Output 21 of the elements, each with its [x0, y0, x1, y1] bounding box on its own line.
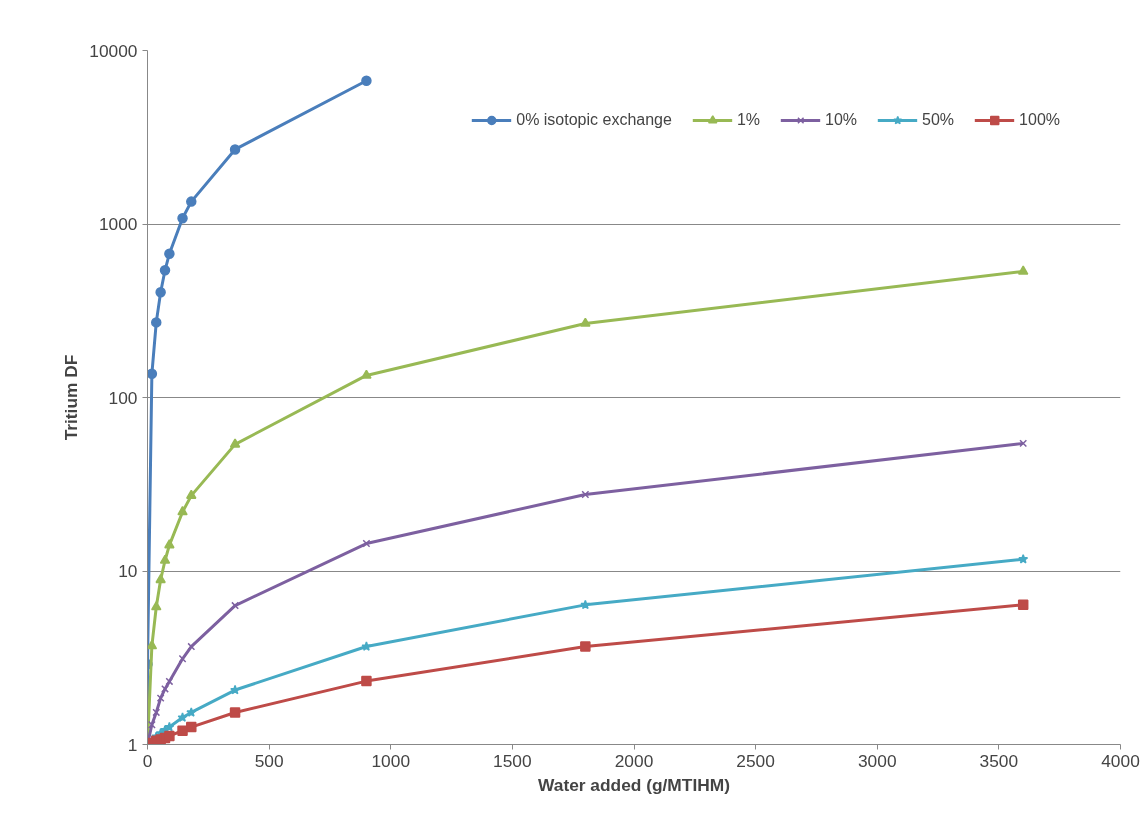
x-tick-label: 1500	[493, 750, 532, 771]
y-tick-label: 10	[118, 561, 138, 581]
x-tick-label: 3000	[857, 750, 897, 771]
y-tick-label: 10000	[89, 40, 138, 61]
legend-label: 0% isotopic exchange	[516, 111, 672, 129]
y-tick-label: 1	[127, 734, 138, 755]
legend-label: 10%	[825, 111, 858, 129]
x-tick-label: 500	[254, 750, 284, 771]
x-tick-label: 2000	[614, 750, 654, 771]
y-tick-label: 100	[108, 387, 138, 408]
x-tick-label: 4000	[1101, 750, 1140, 771]
legend-label: 100%	[1019, 111, 1060, 129]
x-axis-title: Water added (g/MTIHM)	[538, 774, 730, 795]
x-tick-label: 3500	[979, 750, 1019, 771]
x-tick-label: 1000	[371, 750, 411, 771]
legend-label: 50%	[922, 111, 955, 129]
x-tick-label: 0	[142, 750, 153, 771]
y-tick-label: 1000	[98, 214, 138, 234]
legend-label: 1%	[736, 111, 761, 129]
x-tick-label: 2500	[736, 750, 775, 771]
y-axis-title: Tritium DF	[61, 354, 82, 441]
